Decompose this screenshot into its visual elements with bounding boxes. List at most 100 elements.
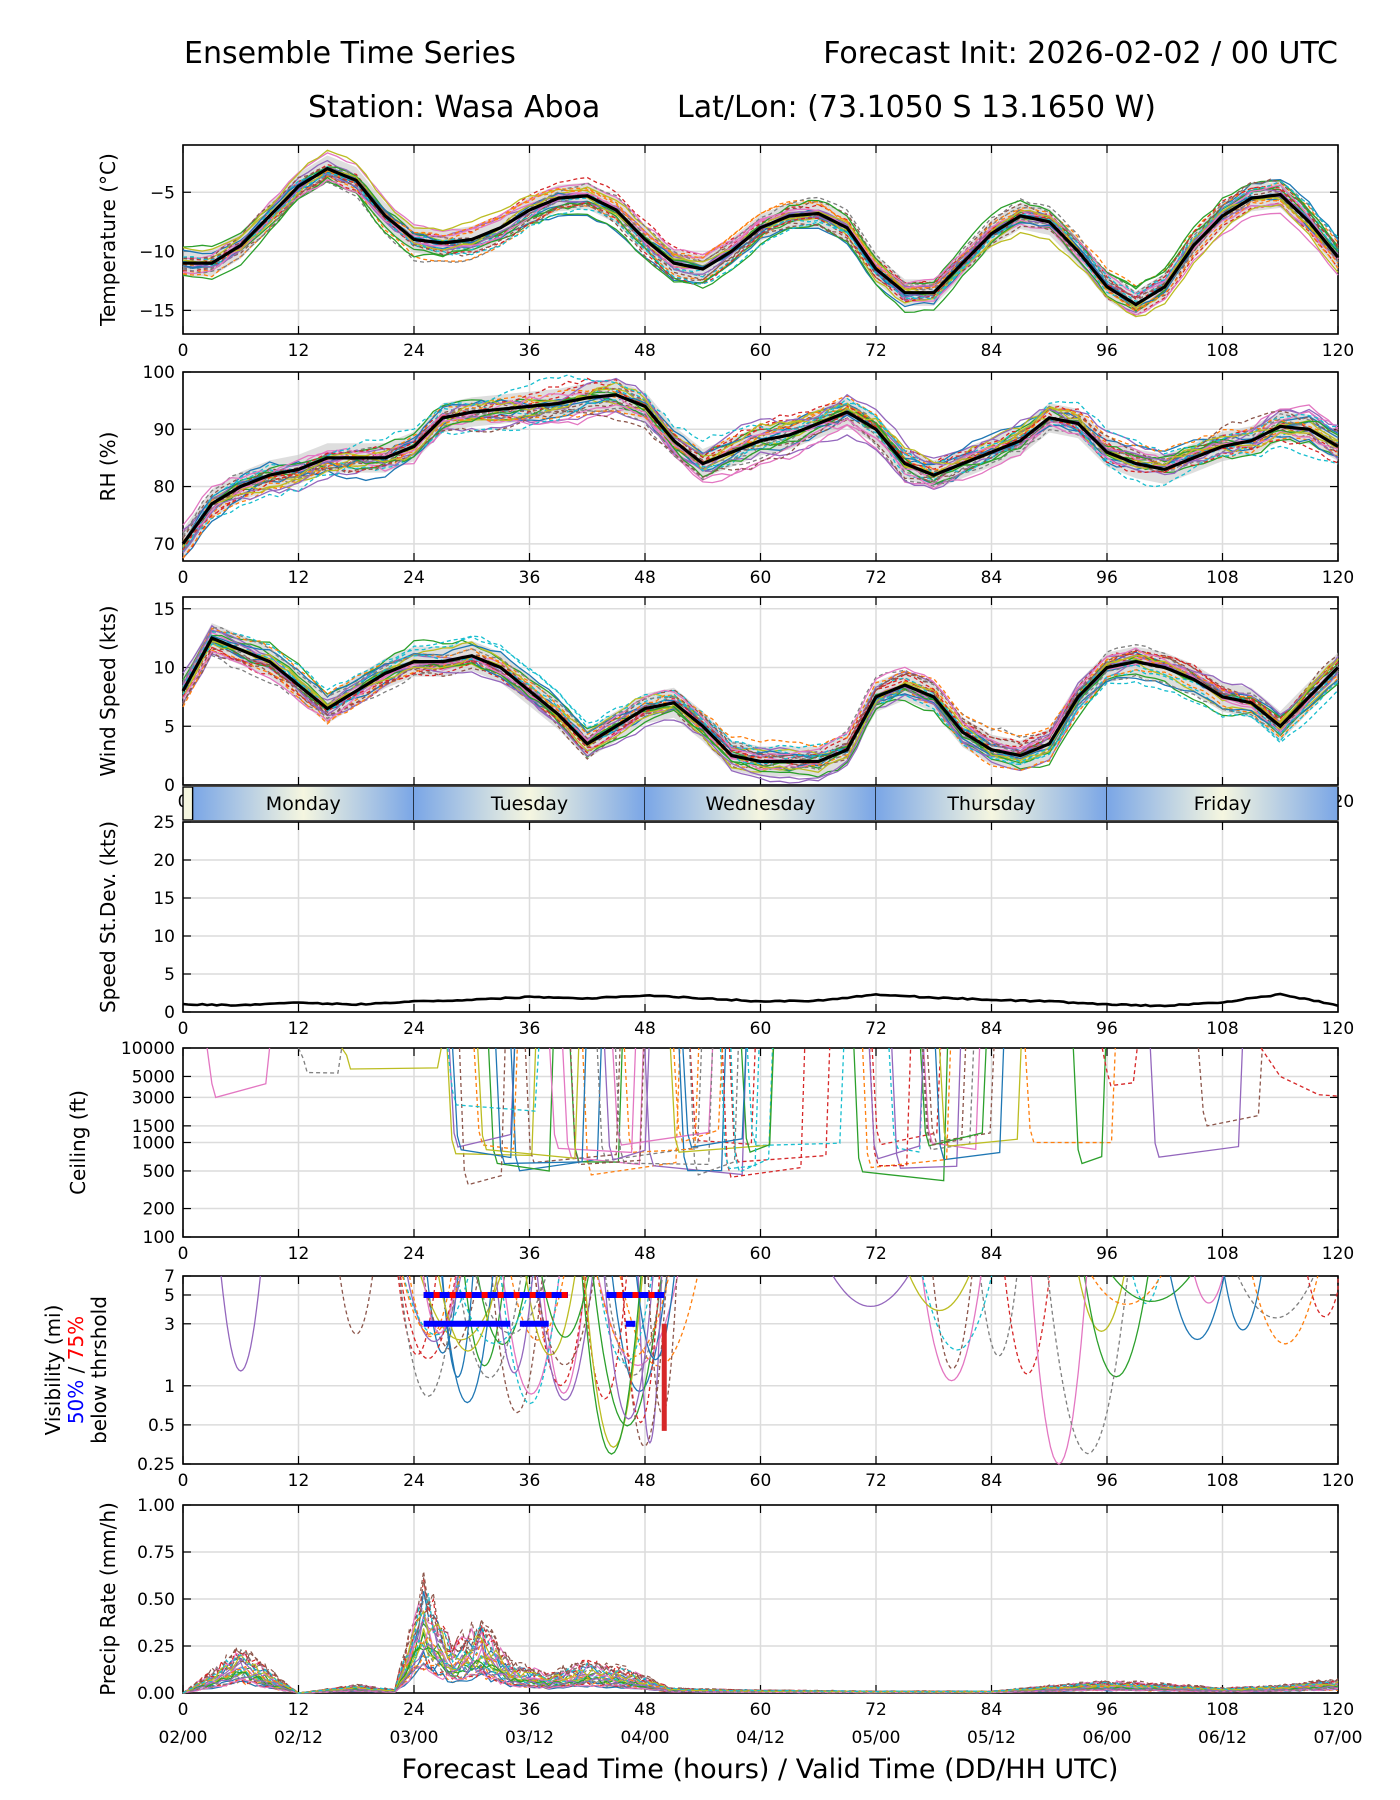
y-axis-label: RH (%) [96, 432, 120, 502]
valid-time-label: 04/00 [621, 1728, 670, 1748]
x-tick-label: 84 [981, 1471, 1003, 1491]
ceiling-member-line [1101, 1047, 1138, 1087]
y-tick-label: 25 [153, 813, 175, 833]
y-tick-label: 5 [164, 1286, 175, 1306]
ensemble-member-line [182, 374, 1339, 545]
x-tick-label: 60 [750, 341, 772, 361]
ensemble-mean-line [183, 166, 1340, 307]
x-tick-label: 84 [981, 1244, 1003, 1264]
x-tick-label: 12 [288, 568, 310, 588]
visibility-member-line [502, 1275, 560, 1395]
y-tick-label: 0.00 [137, 1684, 175, 1704]
valid-time-label: 03/12 [505, 1728, 554, 1748]
ceiling-member-line [1072, 1047, 1107, 1165]
x-tick-label: 12 [288, 1700, 310, 1720]
visibility-member-line [592, 1275, 663, 1427]
day-label: Monday [266, 793, 341, 815]
ceiling-member-line [549, 1047, 637, 1154]
visibility-member-line [932, 1275, 973, 1370]
visibility-member-line [1047, 1275, 1129, 1455]
visibility-member-line [979, 1275, 1018, 1357]
ceiling-member-line [740, 1047, 775, 1153]
x-tick-label: 96 [1096, 341, 1118, 361]
x-tick-label: 60 [750, 1471, 772, 1491]
x-tick-label: 96 [1096, 1471, 1118, 1491]
visibility-member-line [1111, 1275, 1191, 1302]
ceiling-member-line [746, 1047, 845, 1147]
visibility-member-line [583, 1275, 644, 1449]
x-tick-label: 24 [403, 568, 425, 588]
x-tick-label: 60 [750, 1019, 772, 1039]
ensemble-member-line [182, 387, 1339, 559]
y-tick-label: 0.5 [148, 1416, 175, 1436]
ceiling-member-line [603, 1047, 650, 1161]
visibility-member-line [437, 1275, 498, 1352]
y-tick-label: 10000 [121, 1039, 175, 1059]
visibility-member-line [441, 1275, 474, 1378]
valid-time-label: 06/00 [1083, 1728, 1132, 1748]
ceiling-member-line [868, 1047, 924, 1160]
x-tick-label: 120 [1322, 1700, 1354, 1720]
x-tick-label: 72 [865, 341, 887, 361]
visibility-member-line [500, 1275, 560, 1405]
y-tick-label: 0 [164, 776, 175, 796]
temperature-panel: 0 12 24 36 48 60 72 84 96 108 120 −15 −10 −5 Temperatu… [96, 144, 1354, 361]
visibility-member-line [921, 1275, 982, 1382]
visibility-member-line [1169, 1275, 1225, 1341]
day-cell [192, 787, 414, 820]
visibility-member-line [1251, 1275, 1319, 1345]
ceiling-member-line [871, 1047, 942, 1146]
day-label: Friday [1194, 793, 1252, 815]
x-tick-label: 72 [865, 1471, 887, 1491]
y-tick-label: −5 [150, 183, 175, 203]
ensemble-member-line [182, 173, 1339, 300]
y-tick-label: −10 [139, 242, 175, 262]
ceiling-member-line [923, 1047, 981, 1151]
ensemble-member-line [182, 646, 1339, 765]
precip-member-line [182, 1577, 1339, 1694]
visibility-member-line [491, 1275, 543, 1414]
ensemble-member-line [182, 640, 1339, 773]
visibility-member-line [603, 1275, 654, 1420]
y-tick-label: 0 [164, 1003, 175, 1023]
vis-label-p50: 50% [64, 1380, 88, 1424]
x-tick-label: 12 [288, 1244, 310, 1264]
visibility-member-line [397, 1275, 437, 1356]
visibility-member-line [581, 1275, 642, 1455]
ceiling-member-line [730, 1047, 774, 1173]
x-tick-label: 12 [288, 1019, 310, 1039]
y-tick-label: 1500 [132, 1117, 175, 1137]
x-tick-label: 0 [178, 1471, 189, 1491]
visibility-member-line [1004, 1275, 1051, 1375]
x-tick-label: 48 [634, 1019, 656, 1039]
visibility-member-line [1078, 1275, 1125, 1332]
x-tick-label: 0 [178, 1244, 189, 1264]
ceiling-member-line [495, 1047, 587, 1165]
visibility-member-line [534, 1275, 587, 1387]
valid-time-label: 06/12 [1198, 1728, 1247, 1748]
valid-time-label: 02/12 [274, 1728, 323, 1748]
ensemble-member-line [182, 648, 1339, 761]
y-tick-label: 5 [164, 965, 175, 985]
y-tick-label: 90 [153, 420, 175, 440]
y-tick-label: 500 [143, 1162, 175, 1182]
ensemble-member-line [182, 634, 1339, 766]
y-tick-label: 3000 [132, 1088, 175, 1108]
valid-time-label: 05/00 [852, 1728, 901, 1748]
x-tick-label: 48 [634, 1244, 656, 1264]
visibility-member-line [921, 1275, 993, 1351]
precip-rate-panel: 0 12 24 36 48 60 72 84 96 108 120 0.00 0.25 0.50 0.75 1… [96, 1496, 1354, 1720]
title-right: Forecast Init: 2026-02-02 / 00 UTC [823, 36, 1338, 71]
x-tick-label: 72 [865, 1700, 887, 1720]
visibility-member-line [536, 1275, 594, 1401]
x-tick-label: 36 [519, 1244, 541, 1264]
x-tick-label: 96 [1096, 568, 1118, 588]
y-tick-label: 100 [143, 1228, 175, 1248]
y-tick-label: −15 [139, 301, 175, 321]
x-tick-label: 0 [178, 341, 189, 361]
rh-panel: 0 12 24 36 48 60 72 84 96 108 120 70 80 90 100 RH (%) [96, 363, 1354, 588]
day-cell [645, 787, 876, 820]
x-tick-label: 84 [981, 1700, 1003, 1720]
x-tick-label: 48 [634, 568, 656, 588]
y-tick-label: 5 [164, 717, 175, 737]
